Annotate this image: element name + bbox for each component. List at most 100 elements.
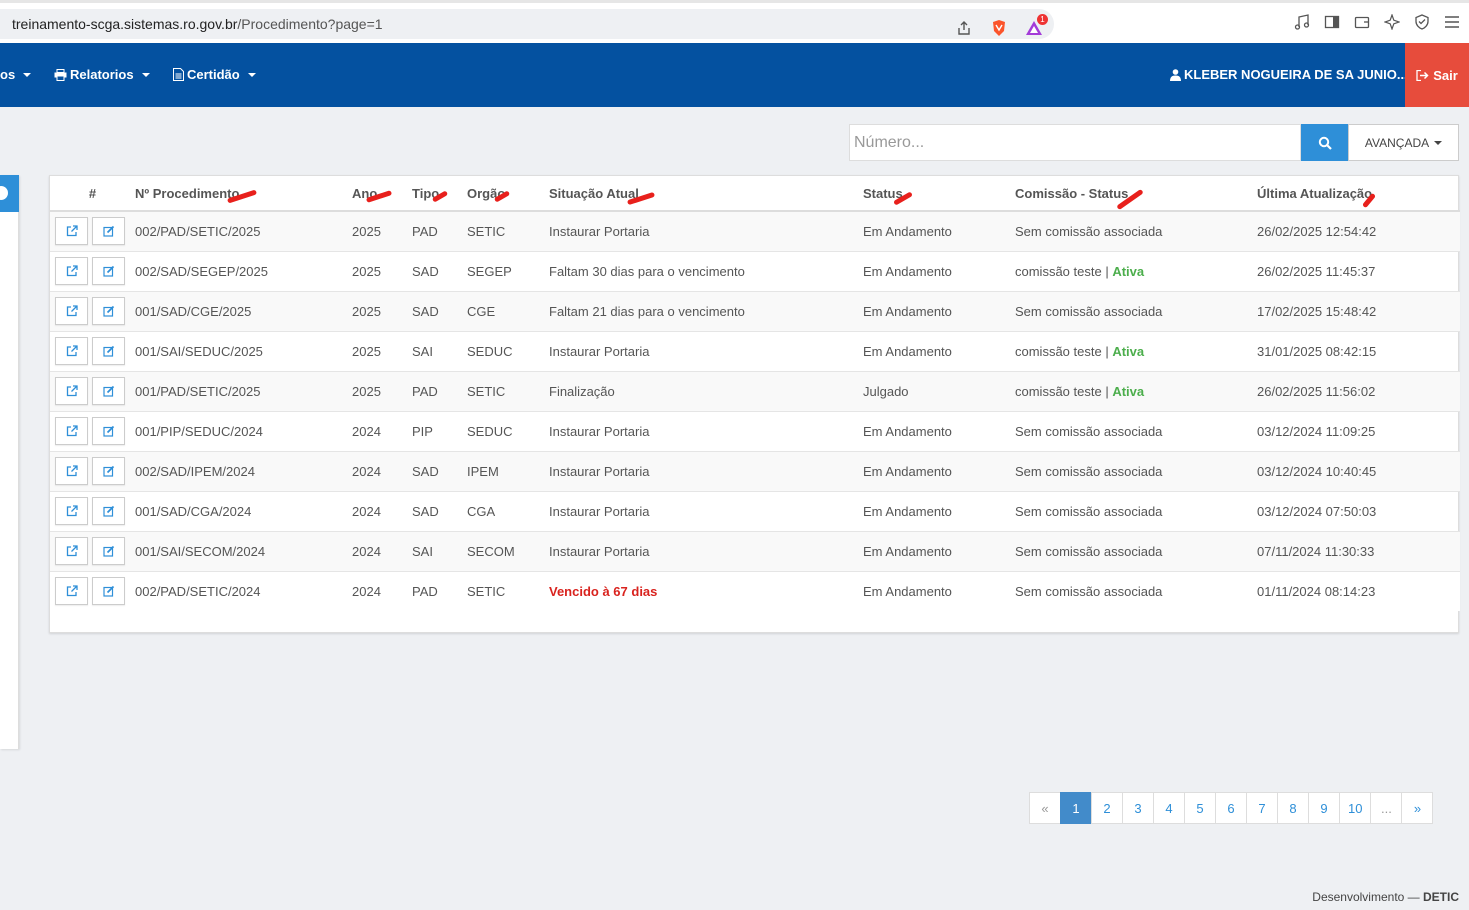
edit-button[interactable] [92,217,125,246]
open-link-button[interactable] [55,297,88,325]
pagination-page[interactable]: 1 [1060,792,1092,824]
pagination-page[interactable]: 4 [1153,792,1185,824]
pagination-page[interactable]: 10 [1339,792,1372,824]
col-situacao[interactable]: Situação Atual [549,176,863,212]
row-actions [50,571,135,611]
cell-tipo: SAD [412,251,467,292]
cell-situacao: Faltam 21 dias para o vencimento [549,291,863,332]
edit-button[interactable] [92,257,125,285]
edit-button[interactable] [92,457,125,485]
table-row: 002/SAD/SEGEP/2025 2025 SAD SEGEP Faltam 30 … [50,251,1460,292]
open-link-button[interactable] [55,217,88,246]
cell-status: Em Andamento [863,291,1015,332]
pagination-ellipsis[interactable]: ... [1370,792,1403,824]
cell-comissao: comissão teste | Ativa [1015,251,1257,292]
search-button[interactable] [1301,124,1348,161]
cell-atualizacao: 17/02/2025 15:48:42 [1257,291,1460,332]
cell-situacao: Faltam 30 dias para o vencimento [549,251,863,292]
cell-atualizacao: 26/02/2025 11:56:02 [1257,371,1460,412]
advanced-search-button[interactable]: AVANÇADA [1348,124,1459,161]
pagination-next[interactable]: » [1401,792,1434,824]
open-link-button[interactable] [55,417,88,445]
col-comissao[interactable]: Comissão - Status [1015,176,1257,212]
cell-numero: 002/SAD/SEGEP/2025 [135,251,352,292]
edit-button[interactable] [92,297,125,325]
pagination-page[interactable]: 6 [1215,792,1247,824]
print-icon [54,68,67,81]
cell-ano: 2025 [352,211,412,252]
external-link-icon [66,505,78,517]
pagination-page[interactable]: 3 [1122,792,1154,824]
pagination-prev[interactable]: « [1029,792,1061,824]
nav-menu-partial[interactable]: os [0,67,32,82]
search-input[interactable] [849,124,1301,161]
table-row: 001/PIP/SEDUC/2024 2024 PIP SEDUC Instaurar … [50,411,1460,452]
pagination-page[interactable]: 7 [1246,792,1278,824]
col-atualizacao[interactable]: Última Atualização [1257,176,1460,212]
cell-status: Em Andamento [863,451,1015,492]
row-actions [50,491,135,532]
col-ano[interactable]: Ano [352,176,412,212]
cell-ano: 2025 [352,291,412,332]
brave-shield-icon[interactable] [990,19,1008,37]
col-orgao[interactable]: Orgão [467,176,549,212]
sidebar-toggle-icon[interactable] [1323,13,1341,31]
table-row: 002/PAD/SETIC/2024 2024 PAD SETIC Vencido à … [50,571,1460,611]
nav-relatorios[interactable]: Relatorios [54,67,150,82]
external-link-icon [66,585,78,597]
url-text[interactable]: treinamento-scga.sistemas.ro.gov.br/Proc… [12,16,383,32]
edit-button[interactable] [92,497,125,525]
col-numero[interactable]: Nº Procedimento [135,176,352,212]
user-menu[interactable]: KLEBER NOGUEIRA DE SA JUNIO... [1170,67,1408,82]
cell-status: Em Andamento [863,571,1015,611]
logout-button[interactable]: Sair [1405,43,1469,107]
cell-ano: 2024 [352,491,412,532]
edit-button[interactable] [92,377,125,405]
edit-button[interactable] [92,417,125,445]
open-link-button[interactable] [55,577,88,606]
cell-numero: 001/SAI/SEDUC/2025 [135,331,352,372]
pagination-page[interactable]: 9 [1308,792,1340,824]
edit-button[interactable] [92,577,125,606]
notification-badge: 1 [1037,14,1048,25]
open-link-button[interactable] [55,497,88,525]
external-link-icon [66,425,78,437]
nav-certidao[interactable]: Certidão [173,67,256,82]
cell-comissao: comissão teste | Ativa [1015,331,1257,372]
caret-down-icon [23,72,32,77]
address-bar[interactable]: treinamento-scga.sistemas.ro.gov.br/Proc… [0,9,1054,39]
cell-ano: 2024 [352,531,412,572]
cell-situacao: Finalização [549,371,863,412]
share-icon[interactable] [955,19,973,37]
col-status[interactable]: Status [863,176,1015,212]
open-link-button[interactable] [55,257,88,285]
leo-ai-icon[interactable] [1383,13,1401,31]
pagination-page[interactable]: 5 [1184,792,1216,824]
edit-button[interactable] [92,337,125,365]
edit-button[interactable] [92,537,125,565]
cell-orgao: SETIC [467,211,549,252]
row-actions [50,371,135,412]
pagination-page[interactable]: 2 [1091,792,1123,824]
open-link-button[interactable] [55,377,88,405]
menu-icon[interactable] [1443,13,1461,31]
cell-atualizacao: 26/02/2025 11:45:37 [1257,251,1460,292]
user-icon [1170,68,1181,81]
edit-icon [102,505,115,517]
pagination-page[interactable]: 8 [1277,792,1309,824]
cell-numero: 001/PIP/SEDUC/2024 [135,411,352,452]
row-actions [50,411,135,452]
cell-orgao: SEDUC [467,411,549,452]
vpn-icon[interactable] [1413,13,1431,31]
media-icon[interactable] [1293,13,1311,31]
open-link-button[interactable] [55,457,88,485]
open-link-button[interactable] [55,537,88,565]
wallet-icon[interactable] [1353,13,1371,31]
rewards-icon[interactable]: 1 [1025,14,1048,37]
col-tipo[interactable]: Tipo [412,176,467,212]
cell-tipo: SAI [412,531,467,572]
open-link-button[interactable] [55,337,88,365]
sidebar-header[interactable] [0,175,19,212]
cell-status: Em Andamento [863,531,1015,572]
procedures-panel: # Nº Procedimento Ano Tipo Orgão Situaçã… [49,175,1460,633]
